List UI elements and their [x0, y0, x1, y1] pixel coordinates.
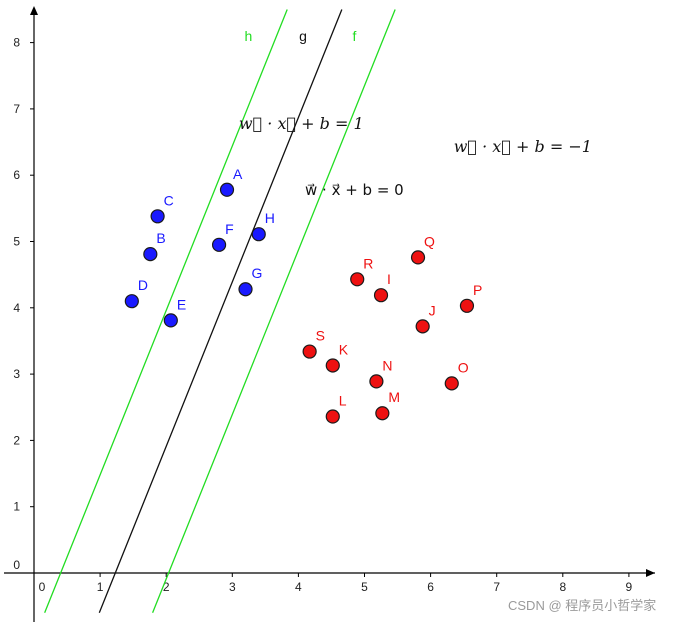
point-D [124, 294, 139, 309]
point-label-R: R [363, 255, 373, 271]
y-tick-label: 0 [13, 558, 20, 572]
point-label-G: G [252, 265, 263, 281]
y-tick-label: 8 [13, 36, 20, 50]
point-label-L: L [339, 393, 347, 409]
point-G [238, 282, 253, 297]
point-label-B: B [156, 230, 165, 246]
y-axis-ticks: 0 1 2 3 4 5 6 7 8 [13, 36, 34, 572]
point-L [325, 409, 340, 424]
equation-annotations: w⃗ · x⃗ + b = 1 w⃗ · x⃗ + b = 0 w⃗ · x⃗ + … [239, 114, 592, 199]
point-S [302, 344, 317, 359]
point-label-K: K [339, 341, 349, 357]
line-g [98, 9, 343, 614]
watermark: CSDN @ 程序员小哲学家 [508, 598, 656, 613]
x-tick-label: 6 [427, 580, 434, 594]
y-tick-label: 1 [13, 500, 20, 514]
x-axis-ticks: 0 1 2 3 4 5 6 7 8 9 [33, 573, 633, 594]
point-label-N: N [382, 357, 392, 373]
point-Q [410, 250, 426, 265]
point-H [251, 227, 266, 242]
point-label-S: S [316, 328, 325, 344]
point-label-P: P [473, 282, 482, 298]
point-M [375, 406, 390, 421]
point-label-E: E [177, 296, 186, 312]
point-label-H: H [265, 210, 275, 226]
point-O [444, 376, 459, 391]
x-tick-label: 5 [361, 580, 368, 594]
x-tick-label: 3 [229, 580, 236, 594]
y-tick-label: 3 [13, 367, 20, 381]
point-P [459, 298, 475, 313]
x-tick-label: 1 [97, 580, 104, 594]
y-tick-label: 4 [13, 301, 20, 315]
data-points: A C B F H G D E Q RI P J SK N O L M [124, 166, 482, 424]
point-R [350, 272, 365, 287]
point-label-Q: Q [424, 233, 435, 249]
line-label-f: f [352, 28, 356, 44]
point-I [373, 288, 389, 303]
point-N [369, 374, 384, 389]
y-tick-label: 7 [13, 102, 20, 116]
y-tick-label: 6 [13, 168, 20, 182]
point-label-C: C [164, 192, 174, 208]
x-tick-label: 2 [163, 580, 170, 594]
point-label-O: O [458, 359, 469, 375]
equation-annotation: w⃗ · x⃗ + b = 0 [305, 181, 404, 199]
point-label-A: A [233, 166, 243, 182]
point-label-I: I [387, 271, 391, 287]
point-K [325, 358, 340, 373]
y-tick-label: 5 [13, 235, 20, 249]
point-label-J: J [429, 302, 436, 318]
point-B [143, 246, 158, 262]
line-h [44, 9, 288, 614]
x-axis-arrow [646, 569, 655, 577]
line-label-h: h [245, 28, 253, 44]
point-label-M: M [388, 389, 400, 405]
equation-annotation: w⃗ · x⃗ + b = −1 [454, 137, 592, 156]
x-tick-label: 9 [626, 580, 633, 594]
point-label-D: D [138, 277, 148, 293]
line-f [152, 9, 396, 614]
line-label-g: g [299, 28, 307, 44]
point-label-F: F [225, 221, 234, 237]
y-axis-arrow [30, 6, 38, 15]
x-tick-label: 0 [39, 580, 46, 594]
point-F [211, 237, 227, 252]
x-tick-label: 4 [295, 580, 302, 594]
x-tick-label: 7 [493, 580, 500, 594]
x-tick-label: 8 [559, 580, 566, 594]
point-A [219, 182, 235, 197]
y-tick-label: 2 [13, 433, 20, 447]
axes [4, 6, 655, 622]
equation-annotation: w⃗ · x⃗ + b = 1 [239, 114, 364, 133]
point-J [415, 319, 430, 334]
point-E [163, 313, 178, 328]
point-C [150, 209, 165, 224]
